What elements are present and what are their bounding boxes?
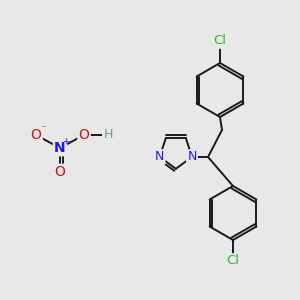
Text: N: N xyxy=(54,141,66,155)
Text: O: O xyxy=(55,165,65,179)
Text: ⁻: ⁻ xyxy=(40,124,46,134)
Text: N: N xyxy=(155,151,164,164)
Text: O: O xyxy=(31,128,41,142)
Text: Cl: Cl xyxy=(214,34,226,47)
Text: H: H xyxy=(103,128,113,142)
Text: N: N xyxy=(187,151,197,164)
Text: +: + xyxy=(62,137,70,146)
Text: Cl: Cl xyxy=(226,254,239,268)
Text: O: O xyxy=(79,128,89,142)
